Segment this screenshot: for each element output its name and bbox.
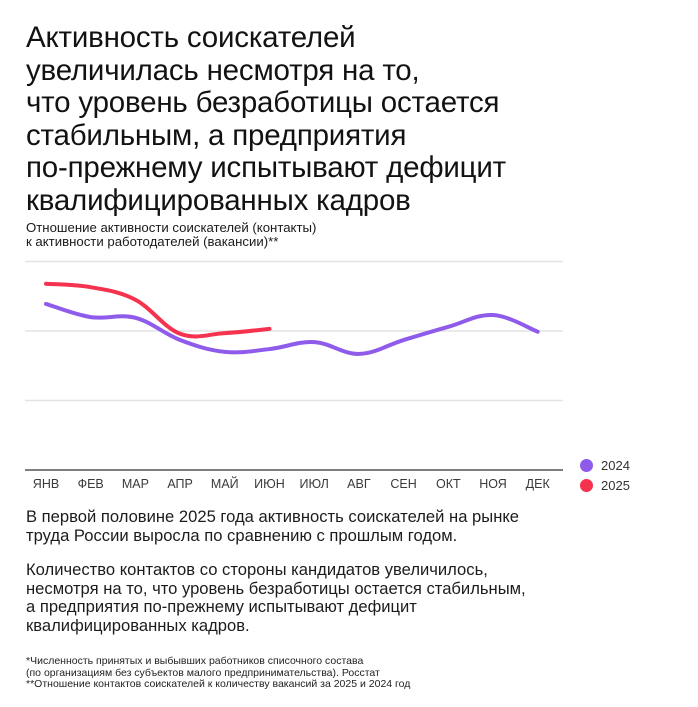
title-line: что уровень безработицы остается xyxy=(26,86,500,119)
x-axis-label: НОЯ xyxy=(479,477,507,491)
summary-paragraph: В первой половине 2025 года активность с… xyxy=(26,507,520,545)
x-axis-label: ФЕВ xyxy=(77,477,104,491)
chart-title: Активность соискателей увеличилась несмо… xyxy=(26,21,686,217)
x-axis-label: АВГ xyxy=(347,477,371,491)
x-axis-label: ИЮЛ xyxy=(299,477,329,491)
legend-dot-icon xyxy=(580,478,593,492)
footnote-line: **Отношение контактов соискателей к коли… xyxy=(26,678,411,690)
legend-item-2024: 2024 xyxy=(580,455,630,475)
x-axis-label: ОКТ xyxy=(435,477,461,491)
legend-label: 2024 xyxy=(601,457,630,473)
title-line: по-прежнему испытывают дефицит xyxy=(26,151,506,184)
x-axis-label: АПР xyxy=(167,477,193,491)
detail-paragraph: Количество контактов со стороны кандидат… xyxy=(26,560,526,635)
legend-item-2025: 2025 xyxy=(580,475,630,495)
paragraph-line: труда России выросла по сравнению с прош… xyxy=(26,525,458,545)
title-line: Активность соискателей xyxy=(26,21,356,54)
x-axis-label: ЯНВ xyxy=(32,477,60,491)
paragraph-line: Количество контактов со стороны кандидат… xyxy=(26,560,488,579)
series-line-2024 xyxy=(44,301,540,356)
paragraph-line: В первой половине 2025 года активность с… xyxy=(26,507,520,526)
paragraph-line: а предприятия по-прежнему испытывают деф… xyxy=(26,597,417,616)
x-axis-labels: ЯНВ ФЕВ МАР АПР МАЙ ИЮН ИЮЛ АВГ СЕН ОКТ НОЯ ДЕК xyxy=(0,477,600,493)
chart-subtitle: Отношение активности соискателей (контак… xyxy=(26,221,316,249)
footnote-line: (по организациям без субъектов малого пр… xyxy=(26,666,380,679)
chart-plot-area xyxy=(25,260,563,471)
x-axis-label: ДЕК xyxy=(525,477,550,491)
footnote-line: *Численность принятых и выбывших работни… xyxy=(26,655,364,667)
line-chart xyxy=(0,250,698,500)
x-axis-label: МАР xyxy=(121,477,149,491)
legend-dot-icon xyxy=(580,458,593,472)
paragraph-line: несмотря на то, что уровень безработицы … xyxy=(26,578,526,598)
series-line-2025 xyxy=(44,281,272,339)
legend-label: 2025 xyxy=(601,477,630,493)
title-line: стабильным, а предприятия xyxy=(26,118,407,152)
title-line: квалифицированных кадров xyxy=(26,183,411,217)
title-line: увеличилась несмотря на то, xyxy=(26,53,420,87)
chart-legend: 2024 2025 xyxy=(580,455,630,495)
paragraph-line: квалифицированных кадров. xyxy=(26,615,250,635)
x-axis-label: МАЙ xyxy=(210,477,239,491)
subtitle-line: к активности работодателей (вакансии)** xyxy=(26,234,279,249)
x-axis-label: ИЮН xyxy=(254,477,285,491)
subtitle-line: Отношение активности соискателей (контак… xyxy=(26,220,317,235)
footnotes: *Численность принятых и выбывших работни… xyxy=(26,655,411,691)
x-axis-label: СЕН xyxy=(390,477,417,491)
